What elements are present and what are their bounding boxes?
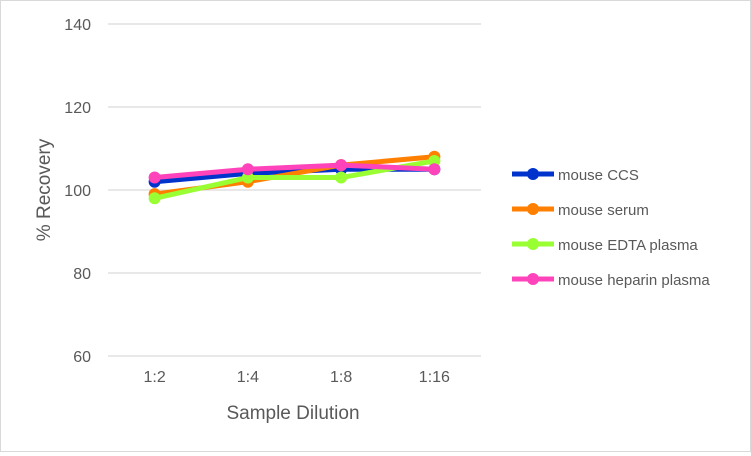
legend-label: mouse serum — [558, 202, 649, 219]
legend-label: mouse CCS — [558, 167, 639, 184]
data-point — [241, 163, 254, 176]
y-axis-label: % Recovery — [34, 138, 55, 241]
y-tick-label: 140 — [64, 17, 91, 34]
series-line — [154, 162, 435, 181]
data-point — [148, 192, 161, 205]
legend-marker — [527, 238, 539, 250]
data-point — [148, 171, 161, 184]
y-tick-label: 100 — [64, 183, 91, 200]
x-axis-label: Sample Dilution — [226, 403, 359, 424]
data-point — [335, 159, 348, 172]
data-point — [241, 171, 254, 184]
data-point — [428, 154, 441, 167]
y-tick-label: 120 — [64, 100, 91, 117]
legend-label: mouse EDTA plasma — [558, 237, 698, 254]
legend-marker — [527, 168, 539, 180]
y-tick-label: 60 — [73, 349, 91, 366]
x-tick-label: 1:2 — [144, 369, 166, 386]
legend-label: mouse heparin plasma — [558, 272, 710, 289]
legend-marker — [527, 273, 539, 285]
data-point — [335, 171, 348, 184]
legend-marker — [527, 203, 539, 215]
data-point — [428, 163, 441, 176]
x-tick-label: 1:4 — [237, 369, 259, 386]
x-tick-label: 1:16 — [419, 369, 450, 386]
y-tick-label: 80 — [73, 266, 91, 283]
x-tick-label: 1:8 — [330, 369, 352, 386]
